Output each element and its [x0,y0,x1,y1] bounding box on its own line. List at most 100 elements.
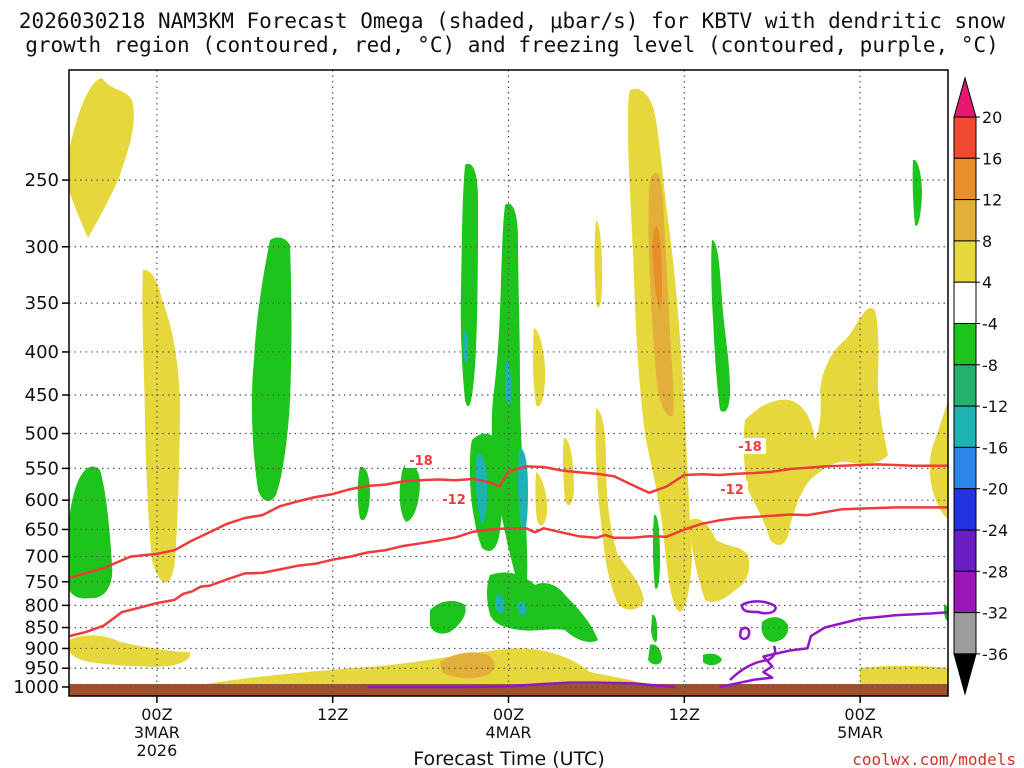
colorbar-label: -24 [982,521,1008,540]
omega-cyan-core [518,449,528,531]
y-tick-label: 600 [25,490,59,511]
omega-shading [69,78,948,696]
colorbar-swatch [953,157,977,201]
x-tick-label: 12Z [669,705,700,724]
colorbar-swatch [953,488,977,531]
omega-yellow-region [142,269,180,583]
omega-cyan-core [476,453,488,525]
contour-dgz-12c [69,506,948,638]
omega-cyan-core [505,360,512,406]
freezing-level-loop [729,645,777,681]
colorbar-swatch [953,240,977,283]
y-tick-label: 300 [25,237,59,258]
y-tick-label: 850 [25,618,59,639]
freezing-level-loop [740,600,777,615]
omega-cyan-core [463,330,469,364]
colorbar-label: -20 [982,480,1008,499]
x-tick-label: 12Z [317,705,348,724]
omega-yellow-region [743,307,888,545]
chart-title: 2026030218 NAM3KM Forecast Omega (shaded… [19,9,1006,33]
colorbar-label: 12 [982,191,1002,210]
omega-yellow-region [595,408,644,610]
y-tick-label: 900 [25,638,59,659]
colorbar-swatch [953,612,977,655]
colorbar-swatch [953,529,977,572]
omega-yellow-region [69,78,134,238]
y-tick-label: 550 [25,458,59,479]
contour-label-minus12: -12 [720,483,744,498]
x-tick-date: 4MAR [485,723,531,742]
y-tick-label: 700 [25,547,59,568]
contour-dgz-18c [69,463,948,580]
y-tick-label: 500 [25,424,59,445]
omega-yellow-region [929,400,948,519]
x-tick-date: 5MAR [837,723,883,742]
omega-green-region [430,600,466,634]
y-tick-label: 800 [25,595,59,616]
colorbar-label: 8 [982,232,992,251]
omega-green-region [69,466,113,599]
colorbar-label: 16 [982,149,1002,168]
colorbar-swatch [953,364,977,407]
colorbar-label: 4 [982,273,992,292]
omega-cyan-core [495,594,505,614]
colorbar-label: 20 [982,108,1002,127]
omega-green-region [761,617,789,642]
colorbar-swatch [953,446,977,490]
omega-cyan-core [517,601,527,615]
y-tick-label: 750 [25,572,59,593]
contour-labels: -18 -18 -12 -12 [405,438,766,508]
colorbar-label: -16 [982,438,1008,457]
omega-green-region [652,514,660,589]
omega-green-region [711,240,730,412]
y-tick-label: 250 [25,170,59,191]
colorbar-swatch [953,405,977,448]
omega-yellow-region [535,472,548,526]
omega-green-region [648,644,662,665]
colorbar-label: -28 [982,562,1008,581]
colorbar-bottom-arrow [953,653,977,696]
x-axis-title: Forecast Time (UTC) [413,748,604,768]
omega-green-region [487,572,598,642]
contour-label-minus12: -12 [442,493,466,508]
omega-orange-region [652,226,662,310]
colorbar-top-arrow [953,76,977,118]
y-tick-label: 650 [25,519,59,540]
x-tick-date: 3MAR [134,723,180,742]
y-tick-label: 950 [25,658,59,679]
colorbar-label: -4 [982,315,998,334]
y-tick-label: 450 [25,385,59,406]
colorbar-swatch [953,281,977,325]
colorbar-label: -12 [982,397,1008,416]
omega-yellow-region [532,328,546,407]
contour-freezing-level-0c [367,681,676,689]
chart-subtitle: growth region (contoured, red, °C) and f… [25,33,999,57]
x-tick-label: 00Z [493,705,524,724]
omega-green-region [651,614,658,642]
colorbar-label: -36 [982,645,1008,664]
omega-yellow-region [594,220,603,308]
omega-yellow-region [69,635,191,667]
y-tick-label: 350 [25,293,59,314]
omega-yellow-region [690,518,750,602]
y-tick-label: 1000 [13,677,59,698]
omega-orange-region [440,652,495,679]
colorbar-label: -8 [982,356,998,375]
y-tick-label: 400 [25,342,59,363]
colorbar-swatch [953,323,977,366]
colorbar-swatch [953,116,977,159]
contour-label-minus18: -18 [738,440,762,455]
omega-green-region [912,159,922,226]
omega-green-region [703,653,722,666]
colorbar-label: -32 [982,604,1008,623]
contour-label-minus18: -18 [409,454,433,469]
contour-lines [69,463,948,689]
y-axis: 2503003504004505005506006507007508008509… [13,170,69,698]
x-tick-label: 00Z [141,705,172,724]
x-tick-year: 2026 [137,741,178,760]
x-tick-label: 00Z [844,705,875,724]
credit-text[interactable]: coolwx.com/models [852,750,1016,768]
omega-green-region [399,464,420,522]
